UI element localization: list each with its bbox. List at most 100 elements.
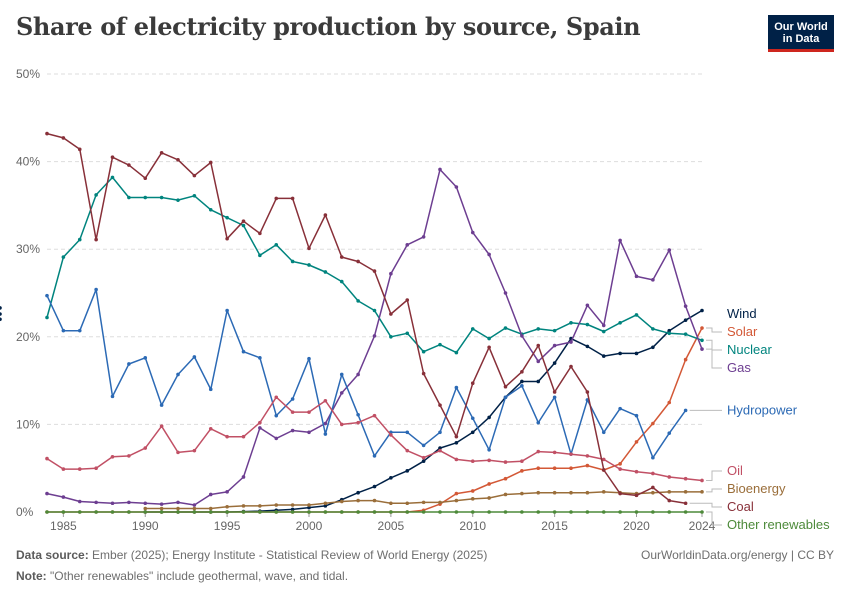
data-point-hydropower xyxy=(520,384,524,388)
data-point-nuclear xyxy=(208,207,213,212)
data-point-solar xyxy=(454,491,459,496)
data-point-oil xyxy=(323,398,328,403)
data-point-bioenergy xyxy=(372,498,377,503)
data-point-solar xyxy=(683,357,688,362)
data-point-hydropower xyxy=(127,362,131,366)
data-point-hydropower xyxy=(258,356,262,360)
data-point-coal xyxy=(77,147,82,152)
data-point-coal xyxy=(176,158,180,162)
data-point-gas xyxy=(143,501,148,506)
y-tick-label: 50% xyxy=(16,67,40,81)
data-point-wind xyxy=(552,361,557,365)
legend-label-solar: Solar xyxy=(727,324,758,339)
data-point-bioenergy xyxy=(192,506,197,511)
data-point-gas xyxy=(683,304,688,308)
data-point-solar xyxy=(634,440,639,444)
data-point-oil xyxy=(552,450,557,455)
data-point-other-renewables xyxy=(569,510,573,514)
chart-title: Share of electricity production by sourc… xyxy=(16,12,641,41)
data-point-wind xyxy=(356,490,360,495)
data-point-nuclear xyxy=(569,320,573,325)
data-point-gas xyxy=(438,167,442,172)
data-point-bioenergy xyxy=(470,497,475,501)
data-point-coal xyxy=(634,493,639,498)
data-point-wind xyxy=(0,306,2,310)
y-tick-label: 20% xyxy=(16,330,40,344)
data-point-hydropower xyxy=(45,293,49,298)
data-point-wind xyxy=(536,379,541,384)
data-point-bioenergy xyxy=(307,503,311,507)
data-point-hydropower xyxy=(143,356,148,360)
data-point-other-renewables xyxy=(438,510,442,514)
legend-label-oil: Oil xyxy=(727,463,743,478)
data-point-oil xyxy=(536,449,541,454)
data-point-hydropower xyxy=(110,394,115,399)
data-point-oil xyxy=(601,457,606,462)
x-tick-label: 2005 xyxy=(378,519,405,533)
data-point-gas xyxy=(77,499,82,504)
data-point-nuclear xyxy=(241,223,246,228)
data-point-other-renewables xyxy=(503,510,508,514)
data-point-coal xyxy=(683,501,688,506)
data-point-other-renewables xyxy=(487,510,491,514)
data-point-gas xyxy=(421,235,426,239)
owid-logo[interactable]: Our World in Data xyxy=(768,15,834,52)
data-point-nuclear xyxy=(700,338,704,343)
credit-link[interactable]: OurWorldinData.org/energy | CC BY xyxy=(641,548,834,562)
data-point-solar xyxy=(470,489,475,493)
data-point-coal xyxy=(339,255,344,259)
data-point-gas xyxy=(634,274,639,279)
data-point-gas xyxy=(520,334,524,338)
data-point-other-renewables xyxy=(372,510,377,514)
x-tick-label: 2015 xyxy=(541,519,568,533)
data-point-nuclear xyxy=(61,255,66,259)
data-point-gas xyxy=(454,185,459,189)
data-point-nuclear xyxy=(487,336,491,341)
data-point-nuclear xyxy=(405,331,410,336)
data-point-hydropower xyxy=(667,431,672,435)
data-point-gas xyxy=(487,252,491,257)
data-point-wind xyxy=(700,308,704,313)
logo-line-1: Our World xyxy=(774,21,828,33)
legend-connector-coal xyxy=(689,502,722,508)
data-point-solar xyxy=(667,400,672,405)
data-point-coal xyxy=(601,468,606,472)
data-point-other-renewables xyxy=(45,510,49,514)
data-point-oil xyxy=(356,420,360,425)
legend-connector-bioenergy xyxy=(706,488,722,493)
data-point-wind xyxy=(634,351,639,356)
data-point-nuclear xyxy=(176,198,180,202)
data-point-gas xyxy=(667,248,672,252)
data-point-nuclear xyxy=(585,322,590,327)
data-point-oil xyxy=(667,475,672,479)
data-point-coal xyxy=(372,269,377,273)
data-point-gas xyxy=(601,323,606,328)
data-point-hydropower xyxy=(274,413,279,418)
data-point-nuclear xyxy=(45,315,49,320)
data-point-solar xyxy=(503,476,508,481)
line-chart: 0% 10% 20% 30% 40% 50% 1985 1990 1995 2000 2005 201… xyxy=(0,0,830,533)
data-point-coal xyxy=(667,498,672,503)
data-point-oil xyxy=(405,448,410,453)
data-point-nuclear xyxy=(258,253,262,258)
data-point-other-renewables xyxy=(176,510,180,514)
data-point-wind xyxy=(683,318,688,322)
data-point-gas xyxy=(585,303,590,308)
data-point-other-renewables xyxy=(143,510,148,514)
data-point-other-renewables xyxy=(127,510,131,514)
data-point-other-renewables xyxy=(94,510,98,514)
data-point-other-renewables xyxy=(536,510,541,514)
note-label: Note: xyxy=(16,569,47,583)
data-point-solar xyxy=(651,421,655,426)
data-point-gas xyxy=(307,430,311,435)
data-point-gas xyxy=(389,271,393,276)
data-point-other-renewables xyxy=(225,510,229,514)
data-point-other-renewables xyxy=(258,510,262,514)
y-tick-label: 10% xyxy=(16,417,40,431)
data-point-hydropower xyxy=(552,395,557,400)
data-point-hydropower xyxy=(405,430,410,435)
data-point-nuclear xyxy=(651,327,655,331)
data-point-other-renewables xyxy=(454,510,459,514)
data-point-hydropower xyxy=(503,395,508,400)
data-point-other-renewables xyxy=(159,510,164,514)
